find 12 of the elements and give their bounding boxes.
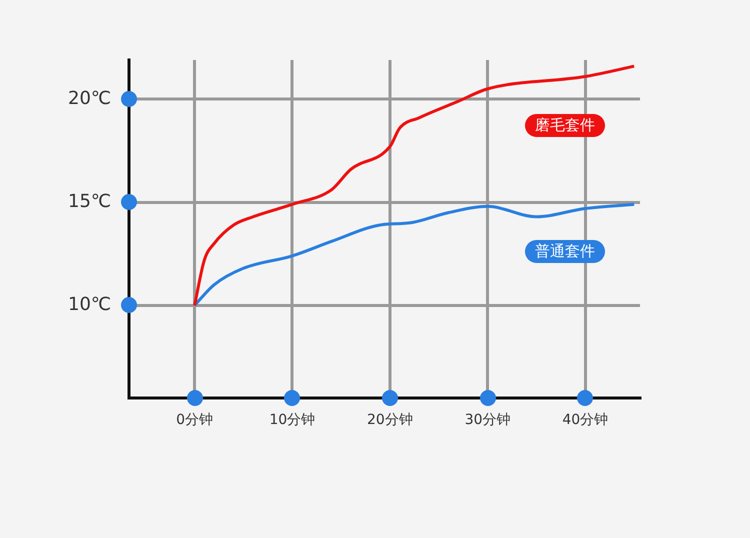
x-tick-label: 30分钟 [464,412,511,428]
x-tick-label: 0分钟 [176,412,214,428]
line-series [193,202,636,307]
line-series [193,64,636,307]
text: 磨毛套件 [525,114,605,138]
y-tick-label: 15℃ [68,190,112,212]
x-tick-label: 40分钟 [562,412,608,428]
series-label: 普通套件 [525,240,605,264]
y-tick-label: 20℃ [68,88,112,109]
y-tick-label: 10℃ [68,294,112,316]
x-tick-label: 10分钟 [269,412,316,428]
x-tick-label: 20分钟 [367,412,413,428]
